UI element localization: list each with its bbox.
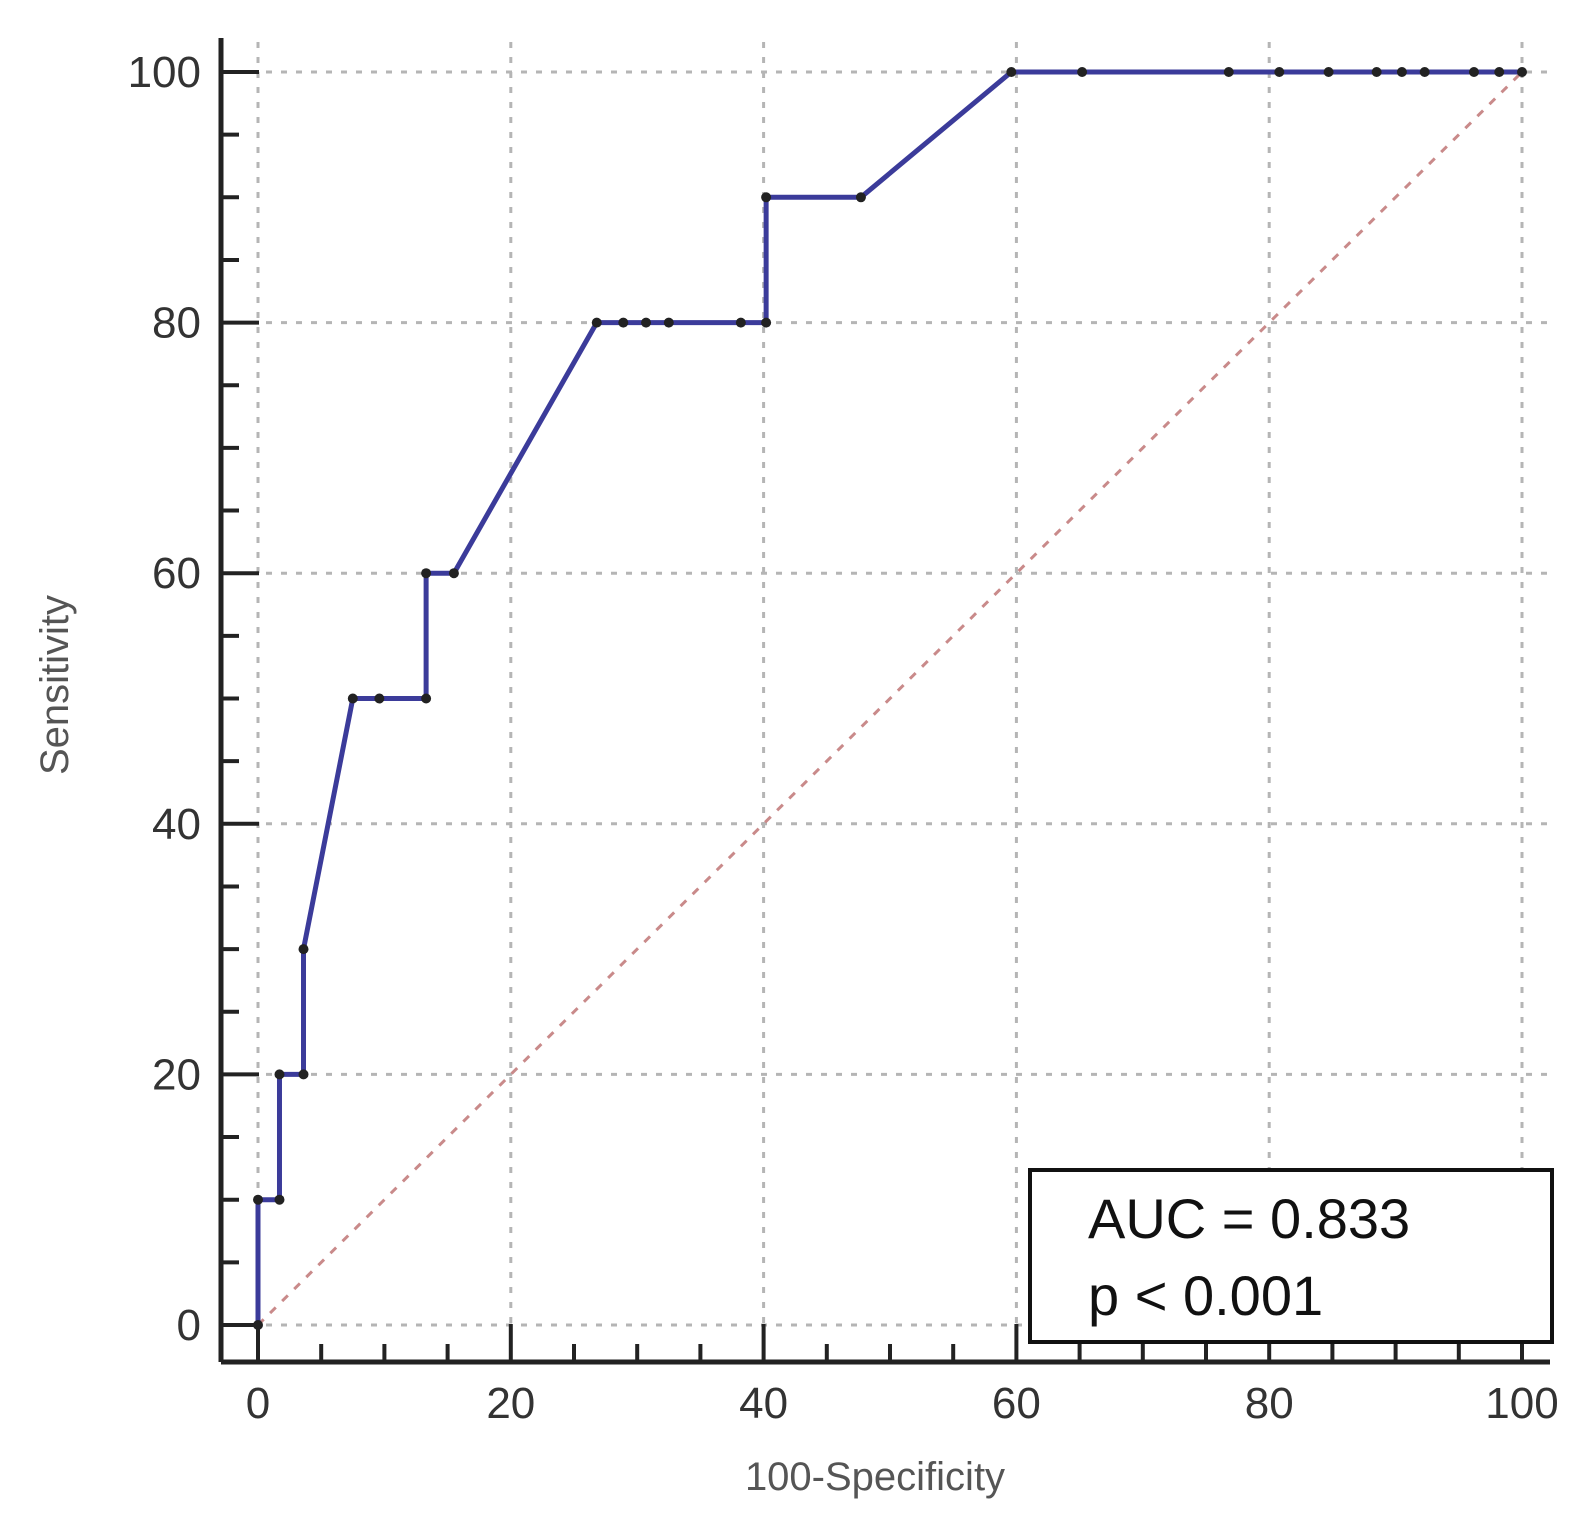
roc-point <box>1419 67 1430 77</box>
diagonal-reference-line <box>256 70 1524 1327</box>
roc-point <box>1077 67 1088 77</box>
roc-point <box>1494 67 1505 77</box>
x-tick-label: 100 <box>1485 1379 1558 1428</box>
roc-point <box>618 317 629 328</box>
y-tick-label: 0 <box>177 1301 201 1350</box>
roc-point <box>761 317 772 328</box>
p-value-text: p < 0.001 <box>1088 1264 1323 1327</box>
roc-point <box>1323 67 1334 77</box>
roc-point <box>855 192 866 203</box>
roc-point <box>448 568 459 579</box>
roc-point <box>735 317 746 328</box>
y-axis-title: Sensitivity <box>33 595 77 775</box>
roc-point <box>253 1194 263 1205</box>
x-axis-title: 100-Specificity <box>745 1455 1005 1499</box>
roc-points <box>253 67 1527 1330</box>
roc-point <box>641 317 652 328</box>
x-tick-label: 0 <box>246 1379 270 1428</box>
roc-point <box>663 317 674 328</box>
roc-point <box>298 1069 309 1080</box>
roc-point <box>761 192 772 203</box>
x-tick-label: 80 <box>1245 1379 1294 1428</box>
roc-point <box>421 568 432 579</box>
roc-point <box>274 1069 285 1080</box>
roc-point <box>1371 67 1382 77</box>
roc-point <box>253 1320 263 1330</box>
y-tick-label: 100 <box>128 48 201 97</box>
roc-point <box>374 693 385 704</box>
roc-point <box>1517 67 1527 77</box>
stats-box: AUC = 0.833 p < 0.001 <box>1028 1168 1554 1344</box>
roc-point <box>1468 67 1479 77</box>
grid-lines <box>221 42 1552 1362</box>
roc-point <box>1223 67 1234 77</box>
roc-point <box>274 1194 285 1205</box>
roc-point <box>347 693 358 704</box>
axes <box>218 38 1550 1365</box>
auc-text: AUC = 0.833 <box>1088 1187 1410 1250</box>
y-tick-labels: 0 20 40 60 80 100 <box>128 48 201 1350</box>
roc-point <box>591 317 602 328</box>
roc-point <box>1274 67 1285 77</box>
roc-point <box>1396 67 1407 77</box>
roc-point <box>421 693 432 704</box>
roc-point <box>298 944 309 955</box>
y-tick-label: 80 <box>152 299 201 348</box>
y-tick-label: 20 <box>152 1050 201 1099</box>
x-tick-labels: 0 20 40 60 80 100 <box>246 1379 1559 1428</box>
x-tick-label: 40 <box>739 1379 788 1428</box>
x-tick-label: 20 <box>486 1379 535 1428</box>
y-tick-label: 40 <box>152 800 201 849</box>
y-tick-label: 60 <box>152 549 201 598</box>
roc-point <box>1006 67 1017 77</box>
x-tick-label: 60 <box>992 1379 1041 1428</box>
